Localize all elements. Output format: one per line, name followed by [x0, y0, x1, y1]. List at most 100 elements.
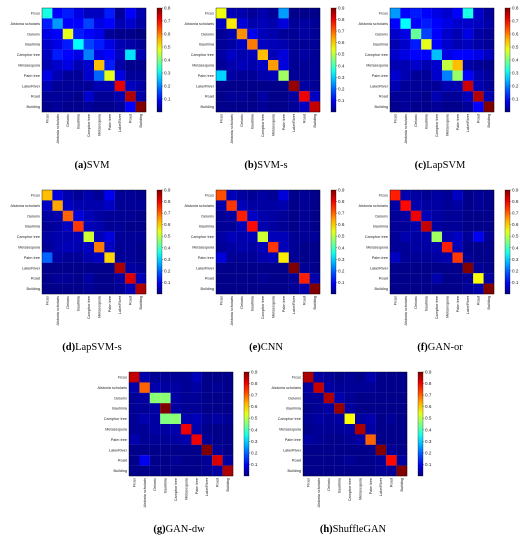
cell-f-5-0 — [390, 242, 401, 253]
cell-h-0-0 — [303, 372, 314, 383]
cell-b-0-6 — [278, 8, 289, 19]
cell-b-1-6 — [278, 18, 289, 29]
cell-d-6-4 — [83, 252, 95, 263]
cell-c-5-8 — [473, 60, 484, 71]
cell-g-2-4 — [170, 392, 182, 404]
cell-a-6-5 — [94, 70, 105, 81]
cell-g-6-9 — [222, 434, 234, 445]
cell-f-6-1 — [400, 252, 411, 263]
cell-a-1-5 — [94, 18, 105, 29]
heatmap-g: Ficus Alstonia scholaris Delonix Bauhinia Ca… — [97, 370, 257, 508]
cell-f-7-6 — [452, 262, 463, 274]
cell-d-0-2 — [62, 190, 74, 201]
cell-e-6-5 — [268, 252, 279, 263]
cell-h-9-8 — [386, 465, 397, 477]
cell-e-0-8 — [299, 190, 310, 201]
cell-h-3-3 — [334, 403, 345, 414]
cell-f-8-9 — [483, 273, 495, 284]
cell-d-1-9 — [135, 200, 147, 211]
cell-d-4-1 — [52, 231, 63, 243]
cell-b-0-1 — [226, 8, 237, 19]
cell-c-2-3 — [421, 28, 432, 40]
cell-e-2-6 — [278, 210, 289, 222]
cell-c-0-7 — [462, 8, 474, 19]
cell-f-0-4 — [431, 190, 443, 201]
cell-b-9-8 — [299, 101, 310, 113]
cell-h-4-4 — [344, 413, 356, 425]
heatmap-d: Ficus Alstonia scholaris Delonix Bauhinia Ca… — [10, 188, 170, 326]
cell-d-2-3 — [73, 210, 84, 222]
cell-h-3-6 — [365, 403, 376, 414]
cell-c-7-9 — [483, 80, 495, 92]
y-tick-label: Metasequoia — [192, 246, 215, 250]
y-tick-label: Delonix — [114, 396, 127, 400]
cell-c-6-6 — [452, 70, 463, 81]
cell-h-4-0 — [303, 413, 314, 425]
cell-h-7-7 — [375, 444, 387, 456]
cell-b-6-1 — [226, 70, 237, 81]
cell-g-4-0 — [129, 413, 140, 425]
y-tick-label: Bauhinia — [373, 43, 389, 47]
cell-a-8-4 — [83, 91, 95, 102]
cell-h-1-9 — [396, 382, 408, 393]
cell-h-8-3 — [334, 455, 345, 466]
cell-d-6-5 — [94, 252, 105, 263]
y-tick-label: Ficus — [118, 376, 127, 380]
cell-g-6-7 — [201, 434, 213, 445]
x-tick-label: Delonix — [66, 114, 70, 127]
cell-a-8-7 — [114, 91, 126, 102]
cell-c-4-0 — [390, 49, 401, 61]
cell-b-7-1 — [226, 80, 237, 92]
cell-b-2-5 — [268, 28, 279, 40]
y-tick-label: Building — [287, 469, 301, 473]
y-tick-label: Road — [31, 277, 40, 281]
cell-h-7-9 — [396, 444, 408, 456]
cell-c-7-0 — [390, 80, 401, 92]
cell-g-1-8 — [212, 382, 223, 393]
cell-a-4-5 — [94, 49, 105, 61]
cell-g-2-2 — [149, 392, 161, 404]
x-tick-label: Camphor tree — [87, 296, 91, 319]
cell-d-2-7 — [114, 210, 126, 222]
cell-g-7-3 — [160, 444, 171, 456]
cell-a-2-0 — [42, 28, 53, 40]
cell-f-1-0 — [390, 200, 401, 211]
cell-b-8-4 — [257, 91, 269, 102]
cell-c-0-1 — [400, 8, 411, 19]
cell-d-0-4 — [83, 190, 95, 201]
y-tick-label: Metasequoia — [18, 64, 41, 68]
caption-label-f: (f) — [417, 342, 428, 353]
cell-d-0-8 — [125, 190, 136, 201]
cell-g-5-9 — [222, 424, 234, 435]
heatmap-a: Ficus Alstonia scholaris Delonix Bauhinia Ca… — [10, 6, 170, 144]
cell-h-0-2 — [323, 372, 335, 383]
x-tick-label: Bauhinia — [77, 295, 81, 311]
cell-b-7-7 — [288, 80, 300, 92]
cell-e-2-5 — [268, 210, 279, 222]
cell-a-0-5 — [94, 8, 105, 19]
cell-c-9-1 — [400, 101, 411, 113]
x-tick-label: Delonix — [153, 478, 157, 491]
cell-h-7-3 — [334, 444, 345, 456]
cell-h-1-7 — [375, 382, 387, 393]
cell-g-8-7 — [201, 455, 213, 466]
cell-g-7-1 — [139, 444, 150, 456]
cell-g-5-3 — [160, 424, 171, 435]
y-tick-label: Palm tree — [24, 256, 40, 260]
cell-b-8-2 — [236, 91, 248, 102]
cell-d-8-4 — [83, 273, 95, 284]
cell-d-4-6 — [104, 231, 115, 243]
x-tick-label: Road — [303, 296, 307, 305]
cell-e-1-5 — [268, 200, 279, 211]
cell-f-0-7 — [462, 190, 474, 201]
cell-e-6-0 — [216, 252, 227, 263]
cell-g-0-1 — [139, 372, 150, 383]
x-tick-label: Delonix — [414, 114, 418, 127]
cell-d-4-8 — [125, 231, 136, 243]
cell-b-2-2 — [236, 28, 248, 40]
x-tick-label: Alstonia scholaris — [56, 296, 60, 326]
cell-a-7-0 — [42, 80, 53, 92]
cell-h-5-0 — [303, 424, 314, 435]
cell-g-0-9 — [222, 372, 234, 383]
cell-b-5-8 — [299, 60, 310, 71]
